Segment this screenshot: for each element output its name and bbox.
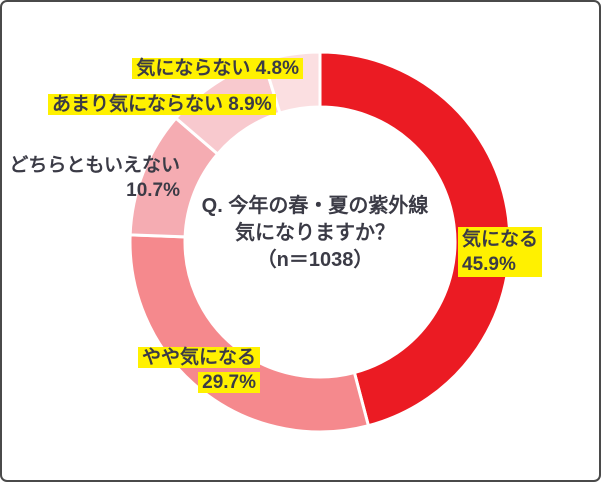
label-dochira: どちらともいえない 10.7%: [9, 153, 180, 203]
label-dochira-line1: どちらともいえない: [9, 155, 180, 176]
question-line-2: 気になりますか？: [234, 222, 395, 244]
label-kininaranai-text: 気にならない 4.8%: [132, 58, 303, 79]
label-kininaranai: 気にならない 4.8%: [132, 56, 303, 81]
label-amari-kininaranai: あまり気にならない 8.9%: [48, 92, 276, 117]
chart-question: Q. 今年の春・夏の紫外線 気になりますか？ （n＝1038）: [202, 193, 429, 274]
sample-size: （n＝1038）: [256, 249, 374, 271]
label-kininaru: 気になる 45.9%: [458, 227, 543, 277]
label-yaya-kininaru-line1: やや気になる: [137, 347, 260, 368]
question-line-1: Q. 今年の春・夏の紫外線: [201, 195, 429, 217]
donut-slice-気になる: [318, 50, 512, 428]
label-kininaru-line2: 45.9%: [462, 254, 516, 275]
label-amari-kininaranai-text: あまり気にならない 8.9%: [48, 94, 276, 115]
label-kininaru-line1: 気になる: [462, 229, 539, 250]
label-dochira-line2: 10.7%: [126, 180, 180, 201]
label-yaya-kininaru-line2: 29.7%: [198, 372, 260, 393]
label-yaya-kininaru: やや気になる 29.7%: [137, 345, 260, 395]
